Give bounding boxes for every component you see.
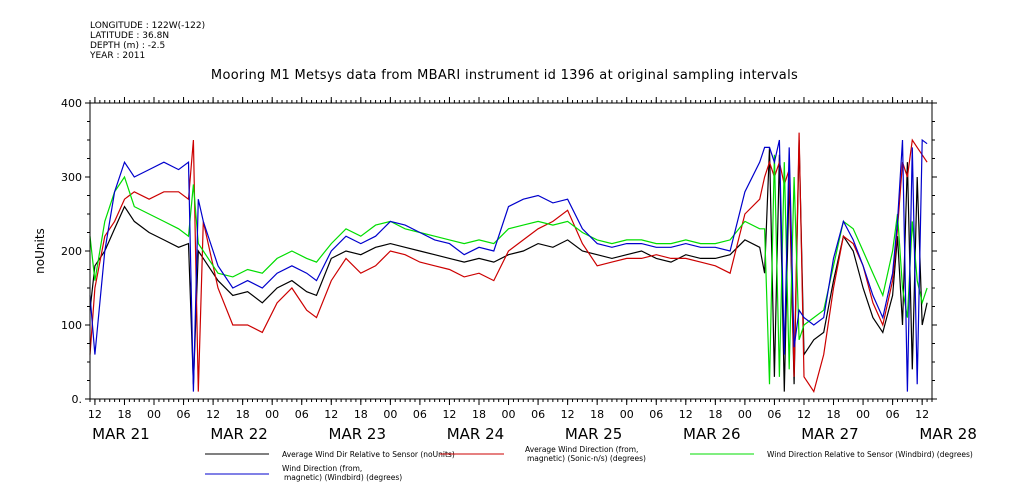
- y-tick-label: 0.: [72, 393, 83, 406]
- x-hour-label: 00: [147, 408, 161, 421]
- x-hour-label: 06: [649, 408, 663, 421]
- axis-layer: 0. 100 200 300 400 12 18 00 06 12 18 00 06 12 18 00 06 12…: [61, 97, 977, 443]
- x-date-label: MAR 22: [210, 425, 267, 443]
- series-line-2: [89, 132, 928, 394]
- legend-label-1: Average Wind Dir Relative to Sensor (noU…: [282, 450, 455, 459]
- series-line-1: [89, 139, 928, 392]
- chart-title: Mooring M1 Metsys data from MBARI instru…: [210, 68, 799, 83]
- x-hour-label: 00: [265, 408, 279, 421]
- x-date-label: MAR 26: [683, 425, 740, 443]
- longitude-text: LONGITUDE : 122W(-122): [90, 21, 206, 31]
- plot-frame: [89, 102, 933, 400]
- legend-label-4-line2: magnetic) (Windbird) (degrees): [284, 473, 402, 482]
- year-text: YEAR : 2011: [90, 51, 146, 61]
- y-axis-label: noUnits: [33, 228, 47, 274]
- series-layer: [89, 132, 928, 394]
- x-date-label: MAR 27: [801, 425, 858, 443]
- legend-label-2-line2: magnetic) (Sonic-n/s) (degrees): [527, 454, 646, 463]
- x-hour-label: 12: [797, 408, 811, 421]
- x-hour-label: 18: [354, 408, 368, 421]
- metadata-block: LONGITUDE : 122W(-122) LATITUDE : 36.8N …: [90, 21, 205, 61]
- x-hour-label: 12: [324, 408, 338, 421]
- x-hour-label: 06: [886, 408, 900, 421]
- x-hour-label: 06: [413, 408, 427, 421]
- x-hour-label: 00: [620, 408, 634, 421]
- x-hour-label: 18: [117, 408, 131, 421]
- series-line-3: [89, 154, 928, 385]
- x-hour-label: 12: [88, 408, 102, 421]
- x-date-label: MAR 25: [565, 425, 622, 443]
- x-hour-label: 06: [531, 408, 545, 421]
- x-date-label: MAR 23: [329, 425, 386, 443]
- legend-label-3: Wind Direction Relative to Sensor (Windb…: [767, 450, 973, 459]
- legend: Average Wind Dir Relative to Sensor (noU…: [205, 445, 973, 482]
- x-hour-label: 00: [383, 408, 397, 421]
- y-tick-label: 400: [61, 97, 82, 110]
- depth-text: DEPTH (m) : -2.5: [90, 41, 166, 51]
- x-hour-label: 18: [236, 408, 250, 421]
- x-hour-label: 18: [708, 408, 722, 421]
- legend-label-2-line1: Average Wind Direction (from,: [525, 445, 638, 454]
- x-hour-label: 12: [206, 408, 220, 421]
- x-date-label: MAR 21: [92, 425, 149, 443]
- x-date-label: MAR 28: [919, 425, 976, 443]
- x-hour-label: 12: [679, 408, 693, 421]
- series-line-4: [89, 138, 928, 392]
- legend-label-4-line1: Wind Direction (from,: [282, 464, 362, 473]
- x-hour-label: 12: [915, 408, 929, 421]
- x-hour-label: 00: [856, 408, 870, 421]
- x-hour-label: 06: [177, 408, 191, 421]
- x-date-label: MAR 24: [447, 425, 504, 443]
- x-hour-label: 00: [502, 408, 516, 421]
- y-tick-label: 200: [61, 245, 82, 258]
- x-hour-label: 18: [827, 408, 841, 421]
- x-hour-label: 06: [295, 408, 309, 421]
- x-hour-label: 18: [590, 408, 604, 421]
- x-hour-label: 12: [442, 408, 456, 421]
- y-tick-label: 300: [61, 171, 82, 184]
- x-hour-label: 06: [767, 408, 781, 421]
- x-hour-label: 00: [738, 408, 752, 421]
- x-hour-label: 18: [472, 408, 486, 421]
- x-hour-label: 12: [561, 408, 575, 421]
- y-tick-label: 100: [61, 319, 82, 332]
- latitude-text: LATITUDE : 36.8N: [90, 31, 170, 41]
